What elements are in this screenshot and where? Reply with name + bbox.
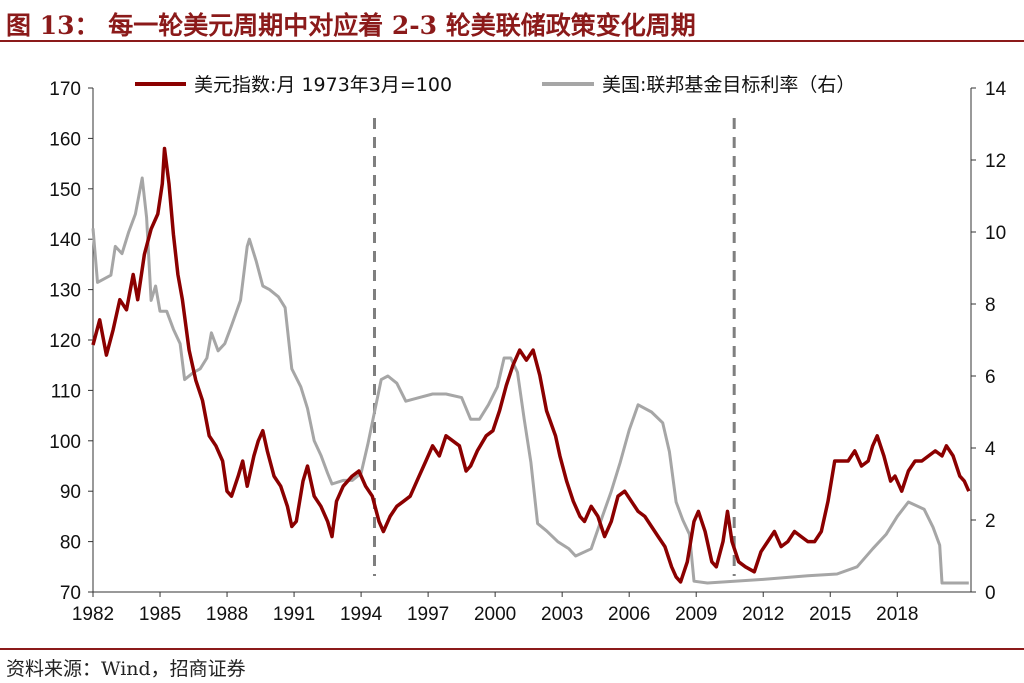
legend-label-dollar-index: 美元指数:月 1973年3月=100 bbox=[194, 74, 452, 96]
right-tick-label: 2 bbox=[985, 511, 996, 532]
left-tick-label: 80 bbox=[60, 533, 81, 554]
source-bar: 资料来源：Wind，招商证券 bbox=[0, 648, 1024, 683]
left-tick-label: 130 bbox=[49, 281, 81, 302]
x-tick-label: 1988 bbox=[206, 604, 248, 625]
left-tick-label: 90 bbox=[60, 482, 81, 503]
right-tick-label: 0 bbox=[985, 583, 996, 604]
right-tick-label: 6 bbox=[985, 367, 996, 388]
axes-layer: 70 80 90 100 110 120 130 140 150 160 170 0 2 4 6 8 10 12 1… bbox=[49, 79, 1006, 625]
right-tick-label: 14 bbox=[985, 79, 1007, 100]
x-tick-label: 1985 bbox=[139, 604, 181, 625]
right-tick-label: 8 bbox=[985, 295, 996, 316]
series-layer bbox=[91, 146, 971, 585]
legend-label-fed-rate: 美国:联邦基金目标利率（右） bbox=[602, 74, 855, 96]
right-tick-label: 4 bbox=[985, 439, 996, 460]
page-title: 图 13： 每一轮美元周期中对应着 2-3 轮美联储政策变化周期 bbox=[6, 11, 696, 40]
right-tick-label: 12 bbox=[985, 151, 1006, 172]
x-tick-label: 2018 bbox=[876, 604, 918, 625]
title-rule bbox=[0, 40, 1024, 42]
legend: 美元指数:月 1973年3月=100 美国:联邦基金目标利率（右） bbox=[135, 74, 855, 96]
right-tick-label: 10 bbox=[985, 223, 1006, 244]
left-tick-label: 70 bbox=[60, 583, 81, 604]
source-note: 资料来源：Wind，招商证券 bbox=[6, 658, 246, 680]
left-tick-label: 160 bbox=[49, 129, 81, 150]
left-tick-label: 140 bbox=[49, 230, 81, 251]
x-tick-label: 1982 bbox=[72, 604, 114, 625]
source-rule bbox=[0, 648, 1024, 650]
x-tick-label: 1991 bbox=[273, 604, 315, 625]
left-tick-label: 150 bbox=[49, 180, 81, 201]
left-tick-label: 170 bbox=[49, 79, 81, 100]
chart: 70 80 90 100 110 120 130 140 150 160 170 0 2 4 6 8 10 12 1… bbox=[49, 74, 1006, 625]
title-bar: 图 13： 每一轮美元周期中对应着 2-3 轮美联储政策变化周期 bbox=[0, 0, 1024, 44]
x-tick-label: 2000 bbox=[474, 604, 516, 625]
fed-funds-rate-line bbox=[91, 176, 969, 585]
x-tick-label: 1997 bbox=[407, 604, 449, 625]
left-tick-label: 110 bbox=[51, 381, 81, 402]
dollar-index-line bbox=[91, 146, 971, 584]
x-tick-label: 2012 bbox=[742, 604, 784, 625]
left-tick-label: 120 bbox=[49, 331, 81, 352]
x-tick-label: 1994 bbox=[340, 604, 383, 625]
x-tick-label: 2015 bbox=[809, 604, 851, 625]
divider-layer bbox=[372, 118, 736, 576]
x-tick-label: 2009 bbox=[675, 604, 717, 625]
x-tick-label: 2006 bbox=[608, 604, 650, 625]
x-tick-label: 2003 bbox=[541, 604, 583, 625]
left-tick-label: 100 bbox=[49, 432, 81, 453]
